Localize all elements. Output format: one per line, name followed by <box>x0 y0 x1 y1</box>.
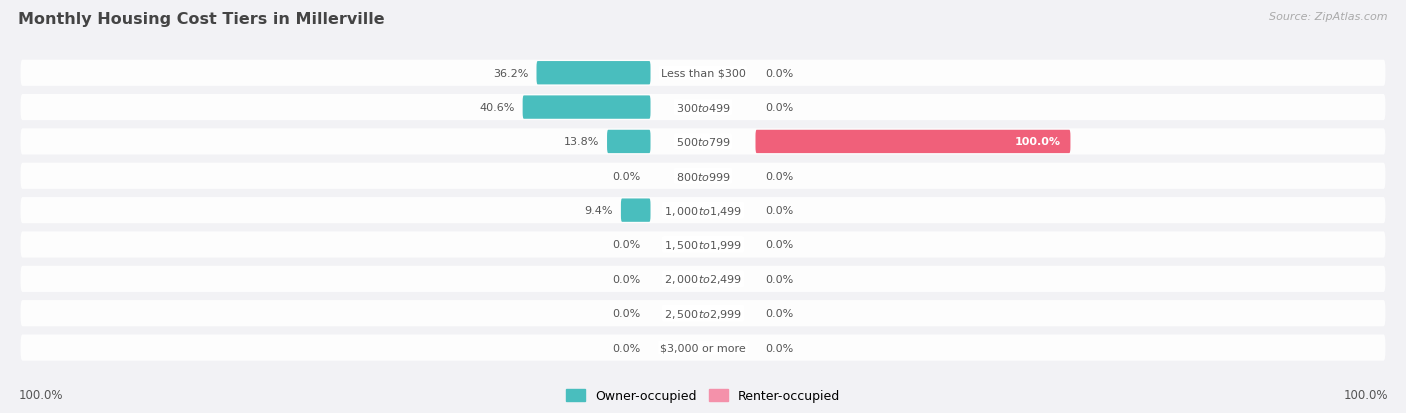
Text: $300 to $499: $300 to $499 <box>675 102 731 114</box>
FancyBboxPatch shape <box>21 129 1385 155</box>
Text: 0.0%: 0.0% <box>765 240 793 250</box>
Text: $2,000 to $2,499: $2,000 to $2,499 <box>664 273 742 286</box>
Text: 100.0%: 100.0% <box>1343 388 1388 401</box>
FancyBboxPatch shape <box>21 266 1385 292</box>
FancyBboxPatch shape <box>21 232 1385 258</box>
Text: 40.6%: 40.6% <box>479 103 515 113</box>
Text: $1,000 to $1,499: $1,000 to $1,499 <box>664 204 742 217</box>
Text: 0.0%: 0.0% <box>765 69 793 78</box>
FancyBboxPatch shape <box>21 163 1385 190</box>
Text: 0.0%: 0.0% <box>613 343 641 353</box>
Text: 0.0%: 0.0% <box>613 309 641 318</box>
Text: Monthly Housing Cost Tiers in Millerville: Monthly Housing Cost Tiers in Millervill… <box>18 12 385 27</box>
FancyBboxPatch shape <box>537 62 651 85</box>
Text: 13.8%: 13.8% <box>564 137 599 147</box>
Text: 0.0%: 0.0% <box>765 103 793 113</box>
Text: $3,000 or more: $3,000 or more <box>661 343 745 353</box>
FancyBboxPatch shape <box>621 199 651 222</box>
Text: Less than $300: Less than $300 <box>661 69 745 78</box>
Text: 100.0%: 100.0% <box>18 388 63 401</box>
Text: 0.0%: 0.0% <box>765 206 793 216</box>
FancyBboxPatch shape <box>755 131 1070 154</box>
Text: 0.0%: 0.0% <box>765 309 793 318</box>
FancyBboxPatch shape <box>21 335 1385 361</box>
FancyBboxPatch shape <box>21 197 1385 224</box>
Text: 100.0%: 100.0% <box>1015 137 1060 147</box>
Text: 0.0%: 0.0% <box>613 240 641 250</box>
Text: $2,500 to $2,999: $2,500 to $2,999 <box>664 307 742 320</box>
Text: 0.0%: 0.0% <box>613 171 641 181</box>
Text: 0.0%: 0.0% <box>765 274 793 284</box>
Text: 0.0%: 0.0% <box>765 343 793 353</box>
Text: $500 to $799: $500 to $799 <box>675 136 731 148</box>
Text: $1,500 to $1,999: $1,500 to $1,999 <box>664 238 742 252</box>
FancyBboxPatch shape <box>607 131 651 154</box>
Text: 9.4%: 9.4% <box>585 206 613 216</box>
FancyBboxPatch shape <box>21 300 1385 326</box>
FancyBboxPatch shape <box>21 61 1385 87</box>
Text: 0.0%: 0.0% <box>765 171 793 181</box>
Text: $800 to $999: $800 to $999 <box>675 171 731 183</box>
FancyBboxPatch shape <box>21 95 1385 121</box>
Legend: Owner-occupied, Renter-occupied: Owner-occupied, Renter-occupied <box>561 385 845 407</box>
Text: 0.0%: 0.0% <box>613 274 641 284</box>
FancyBboxPatch shape <box>523 96 651 119</box>
Text: Source: ZipAtlas.com: Source: ZipAtlas.com <box>1270 12 1388 22</box>
Text: 36.2%: 36.2% <box>494 69 529 78</box>
